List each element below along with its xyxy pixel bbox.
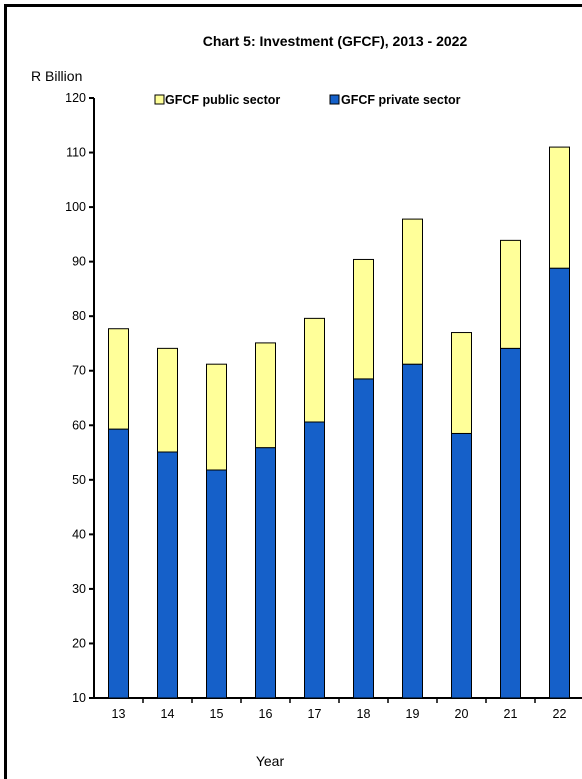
- x-tick-label: 15: [210, 707, 224, 721]
- bar-public-sector: [108, 328, 129, 430]
- bar-private-sector: [157, 451, 178, 699]
- bar-public-sector: [157, 347, 178, 453]
- x-tick-label: 18: [357, 707, 371, 721]
- bars: [108, 146, 570, 699]
- y-tick-label: 40: [72, 527, 86, 541]
- bar-private-sector: [108, 428, 129, 699]
- x-tick-label: 21: [504, 707, 518, 721]
- x-tick-label: 19: [406, 707, 420, 721]
- y-tick-label: 70: [72, 364, 86, 378]
- legend-swatch-private: [329, 94, 340, 105]
- x-axis: 13 14 15 16 17 18 19 20 21 22: [94, 697, 582, 721]
- y-tick-label: 20: [72, 636, 86, 650]
- bar-private-sector: [500, 347, 521, 699]
- y-tick-label: 10: [72, 691, 86, 705]
- bar-private-sector: [402, 363, 423, 699]
- x-tick-label: 20: [455, 707, 469, 721]
- y-axis: 10 20 30 40 50 60 70 80 90 100 110 120: [65, 91, 95, 705]
- x-tick-label: 13: [112, 707, 126, 721]
- chart-frame: [4, 4, 582, 779]
- y-tick-label: 100: [65, 200, 86, 214]
- bar-public-sector: [353, 258, 374, 380]
- bar-public-sector: [451, 332, 472, 434]
- x-axis-label: Year: [256, 753, 285, 769]
- chart-title: Chart 5: Investment (GFCF), 2013 - 2022: [203, 33, 468, 49]
- y-axis-label: R Billion: [31, 68, 82, 84]
- bar-private-sector: [451, 432, 472, 699]
- bar-public-sector: [255, 342, 276, 449]
- x-tick-label: 17: [308, 707, 322, 721]
- y-tick-label: 110: [66, 146, 86, 160]
- bar-private-sector: [549, 267, 570, 699]
- bar-private-sector: [206, 469, 227, 699]
- legend-label-private: GFCF private sector: [341, 93, 461, 107]
- y-tick-label: 50: [72, 473, 86, 487]
- bar-private-sector: [304, 421, 325, 699]
- y-tick-label: 30: [72, 582, 86, 596]
- bar-private-sector: [353, 378, 374, 699]
- y-tick-label: 90: [72, 255, 86, 269]
- legend-label-public: GFCF public sector: [165, 93, 280, 107]
- bar-private-sector: [255, 447, 276, 699]
- bar-public-sector: [206, 363, 227, 471]
- x-tick-label: 22: [553, 707, 567, 721]
- x-tick-label: 16: [259, 707, 273, 721]
- y-tick-label: 120: [65, 91, 86, 105]
- bar-public-sector: [402, 218, 423, 365]
- bar-public-sector: [304, 317, 325, 423]
- bar-public-sector: [500, 239, 521, 349]
- legend: GFCF public sector GFCF private sector: [154, 93, 461, 107]
- legend-swatch-public: [154, 94, 165, 105]
- y-tick-label: 80: [72, 309, 86, 323]
- x-tick-label: 14: [161, 707, 175, 721]
- y-tick-label: 60: [72, 418, 86, 432]
- bar-public-sector: [549, 146, 570, 269]
